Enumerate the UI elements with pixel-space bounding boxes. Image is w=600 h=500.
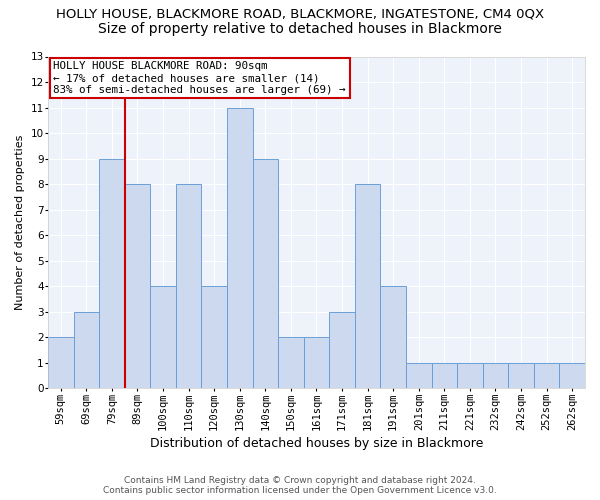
Bar — [227, 108, 253, 388]
Bar — [355, 184, 380, 388]
Bar — [48, 338, 74, 388]
Bar — [150, 286, 176, 388]
Text: Size of property relative to detached houses in Blackmore: Size of property relative to detached ho… — [98, 22, 502, 36]
Bar — [508, 363, 534, 388]
Text: Contains HM Land Registry data © Crown copyright and database right 2024.
Contai: Contains HM Land Registry data © Crown c… — [103, 476, 497, 495]
Y-axis label: Number of detached properties: Number of detached properties — [15, 135, 25, 310]
Bar — [253, 158, 278, 388]
Text: HOLLY HOUSE BLACKMORE ROAD: 90sqm
← 17% of detached houses are smaller (14)
83% : HOLLY HOUSE BLACKMORE ROAD: 90sqm ← 17% … — [53, 62, 346, 94]
Bar — [176, 184, 202, 388]
Bar — [329, 312, 355, 388]
Bar — [534, 363, 559, 388]
Bar — [559, 363, 585, 388]
Bar — [125, 184, 150, 388]
Text: HOLLY HOUSE, BLACKMORE ROAD, BLACKMORE, INGATESTONE, CM4 0QX: HOLLY HOUSE, BLACKMORE ROAD, BLACKMORE, … — [56, 8, 544, 20]
Bar — [483, 363, 508, 388]
Bar — [406, 363, 431, 388]
Bar — [74, 312, 99, 388]
Bar — [380, 286, 406, 388]
X-axis label: Distribution of detached houses by size in Blackmore: Distribution of detached houses by size … — [150, 437, 483, 450]
Bar — [457, 363, 483, 388]
Bar — [431, 363, 457, 388]
Bar — [304, 338, 329, 388]
Bar — [202, 286, 227, 388]
Bar — [278, 338, 304, 388]
Bar — [99, 158, 125, 388]
